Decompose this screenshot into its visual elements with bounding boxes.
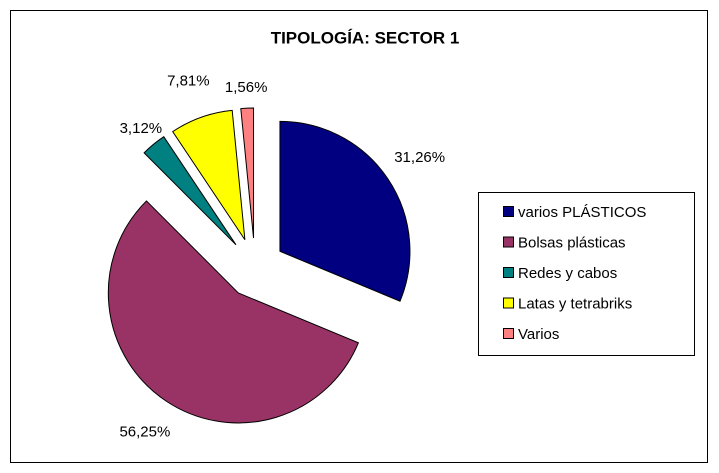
- legend-label: Bolsas plásticas: [518, 234, 626, 251]
- chart-title: TIPOLOGÍA: SECTOR 1: [271, 28, 460, 47]
- data-label: 31,26%: [394, 149, 445, 166]
- data-label: 3,12%: [120, 120, 163, 137]
- pie-slice: [172, 109, 246, 241]
- legend-swatch: [503, 328, 514, 339]
- data-label: 7,81%: [167, 73, 210, 90]
- legend-swatch: [503, 206, 514, 217]
- legend-box: [478, 192, 695, 356]
- pie-slice: [143, 135, 237, 246]
- legend-label: Latas y tetrabriks: [518, 295, 632, 312]
- legend-label: Redes y cabos: [518, 265, 617, 282]
- pie-slice: [279, 120, 411, 302]
- legend-swatch: [503, 267, 514, 278]
- legend-label: Varios: [518, 326, 559, 343]
- legend-swatch: [503, 236, 514, 248]
- data-label: 1,56%: [225, 79, 268, 96]
- data-label: 56,25%: [119, 424, 170, 441]
- pie-slice: [240, 107, 255, 239]
- pie-slice: [107, 200, 360, 424]
- legend-swatch: [503, 297, 514, 309]
- legend-label: varios PLÁSTICOS: [518, 204, 646, 221]
